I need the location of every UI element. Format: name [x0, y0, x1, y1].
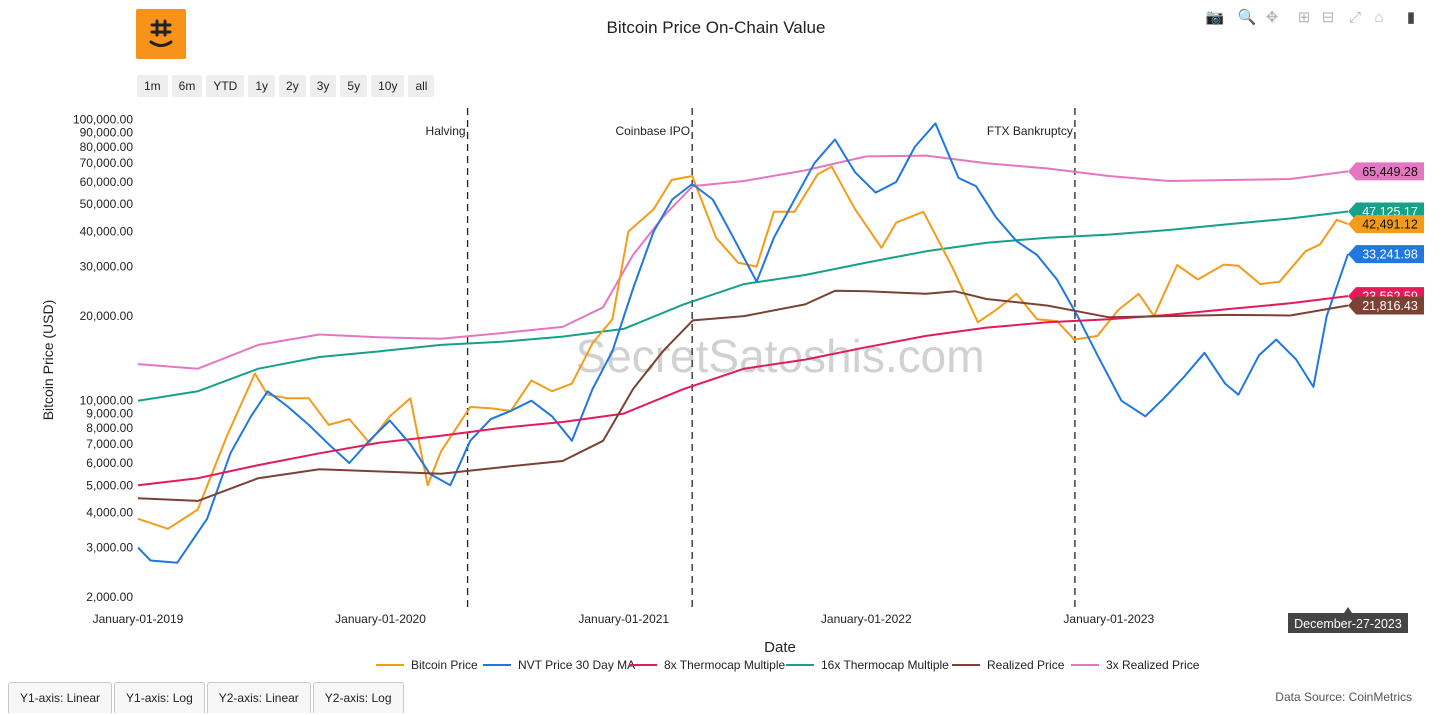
y-tick-label: 7,000.00 — [86, 437, 133, 451]
range-button-3y[interactable]: 3y — [309, 75, 337, 97]
y-tick-label: 2,000.00 — [86, 590, 133, 604]
autoscale-icon[interactable]: ⤢ — [1348, 9, 1361, 26]
camera-icon[interactable]: 📷 — [1205, 9, 1225, 26]
chart-modebar: 📷 🔍 ✥ ⊞ ⊟ ⤢ ⌂ ▮ — [1200, 8, 1430, 30]
hover-date-bg — [1288, 607, 1408, 633]
bitcoin-logo-icon — [149, 19, 173, 47]
legend-item[interactable]: NVT Price 30 Day MA — [483, 658, 635, 672]
legend-item[interactable]: 16x Thermocap Multiple — [786, 658, 949, 672]
plotly-logo-icon[interactable]: ▮ — [1406, 9, 1416, 26]
series-end-label: 21,816.43 — [1348, 296, 1424, 315]
range-button-2y[interactable]: 2y — [279, 75, 306, 97]
zoom-in-icon[interactable]: ⊞ — [1297, 9, 1311, 26]
legend-label: Realized Price — [987, 658, 1065, 672]
bitcoin-logo — [136, 9, 186, 59]
zoom-out-icon[interactable]: ⊟ — [1321, 9, 1335, 26]
y-tick-label: 30,000.00 — [80, 260, 134, 274]
series-end-label: 33,241.98 — [1348, 245, 1424, 264]
series-line-3x-realized-price[interactable] — [137, 154, 1349, 370]
series-end-label: 42,491.12 — [1348, 215, 1424, 234]
legend-label: NVT Price 30 Day MA — [518, 658, 635, 672]
axis-scale-tabs: Y1-axis: Linear Y1-axis: Log Y2-axis: Line… — [8, 682, 406, 715]
legend-label: 16x Thermocap Multiple — [821, 658, 949, 672]
y-tick-label: 8,000.00 — [86, 421, 133, 435]
series-line-bitcoin-price[interactable] — [137, 165, 1349, 530]
data-source-label: Data Source: CoinMetrics — [1275, 690, 1412, 704]
range-button-10y[interactable]: 10y — [371, 75, 405, 97]
legend-label: Bitcoin Price — [411, 658, 478, 672]
legend-label: 8x Thermocap Multiple — [664, 658, 785, 672]
series-line-nvt-price-30-day-ma[interactable] — [137, 122, 1349, 564]
axis-tab-2[interactable]: Y1-axis: Log — [114, 682, 205, 713]
range-button-5y[interactable]: 5y — [340, 75, 368, 97]
series-end-value: 65,449.28 — [1362, 165, 1418, 179]
y-tick-label: 90,000.00 — [80, 125, 134, 139]
y-tick-label: 9,000.00 — [86, 407, 133, 421]
zoom-icon[interactable]: 🔍 — [1237, 9, 1257, 26]
event-label: Coinbase IPO — [615, 124, 690, 138]
y-axis-title: Bitcoin Price (USD) — [40, 300, 56, 421]
range-button-1y[interactable]: 1y — [248, 75, 276, 97]
y-tick-label: 40,000.00 — [80, 224, 134, 238]
legend-item[interactable]: 3x Realized Price — [1071, 658, 1200, 672]
x-axis-title: Date — [764, 639, 796, 656]
range-button-6m[interactable]: 6m — [171, 75, 203, 97]
series-line-realized-price[interactable] — [137, 289, 1349, 502]
y-tick-label: 5,000.00 — [86, 478, 133, 492]
series-end-label-bg — [1348, 162, 1424, 181]
y-tick-label: 70,000.00 — [80, 156, 134, 170]
axis-tab-3[interactable]: Y2-axis: Linear — [206, 682, 311, 713]
series-line-16x-thermocap-multiple[interactable] — [137, 210, 1349, 402]
series-end-label-bg — [1348, 245, 1424, 264]
legend-item[interactable]: 8x Thermocap Multiple — [629, 658, 785, 672]
y-tick-label: 100,000.00 — [73, 113, 133, 127]
range-button-1m[interactable]: 1m — [137, 75, 168, 97]
series-end-label-bg — [1348, 296, 1424, 315]
y-tick-label: 60,000.00 — [80, 175, 134, 189]
series-end-value: 33,241.98 — [1362, 248, 1418, 262]
x-tick-label: January-01-2023 — [1063, 612, 1154, 626]
series-end-value: 42,491.12 — [1362, 218, 1418, 232]
hover-date-label: December-27-2023 — [1288, 607, 1408, 633]
legend-item[interactable]: Bitcoin Price — [376, 658, 478, 672]
range-button-ytd[interactable]: YTD — [206, 75, 245, 97]
y-tick-label: 10,000.00 — [80, 394, 134, 408]
x-tick-label: January-01-2022 — [821, 612, 912, 626]
y-tick-label: 4,000.00 — [86, 506, 133, 520]
series-end-label: 65,449.28 — [1348, 162, 1424, 181]
chart-title: Bitcoin Price On-Chain Value — [606, 18, 826, 37]
range-button-all[interactable]: all — [408, 75, 435, 97]
pan-icon[interactable]: ✥ — [1265, 9, 1279, 26]
range-selector: 1m 6m YTD 1y 2y 3y 5y 10y all — [137, 75, 438, 99]
y-tick-label: 6,000.00 — [86, 456, 133, 470]
y-tick-label: 3,000.00 — [86, 541, 133, 555]
x-tick-label: January-01-2020 — [335, 612, 426, 626]
home-icon[interactable]: ⌂ — [1374, 9, 1384, 26]
series-end-value: 21,816.43 — [1362, 299, 1418, 313]
y-tick-label: 20,000.00 — [80, 309, 134, 323]
legend-item[interactable]: Realized Price — [952, 658, 1065, 672]
axis-tab-1[interactable]: Y1-axis: Linear — [8, 682, 113, 713]
y-tick-label: 80,000.00 — [80, 140, 134, 154]
event-label: Halving — [426, 124, 466, 138]
series-line-8x-thermocap-multiple[interactable] — [137, 295, 1349, 487]
axis-tab-4[interactable]: Y2-axis: Log — [312, 682, 404, 713]
x-tick-label: January-01-2021 — [578, 612, 669, 626]
y-tick-label: 50,000.00 — [80, 197, 134, 211]
series-end-label-bg — [1348, 215, 1424, 234]
hover-date-text: December-27-2023 — [1294, 617, 1402, 631]
event-label: FTX Bankruptcy — [987, 124, 1073, 138]
legend-label: 3x Realized Price — [1106, 658, 1200, 672]
watermark: SecretSatoshis.com — [575, 330, 984, 382]
x-tick-label: January-01-2019 — [93, 612, 184, 626]
